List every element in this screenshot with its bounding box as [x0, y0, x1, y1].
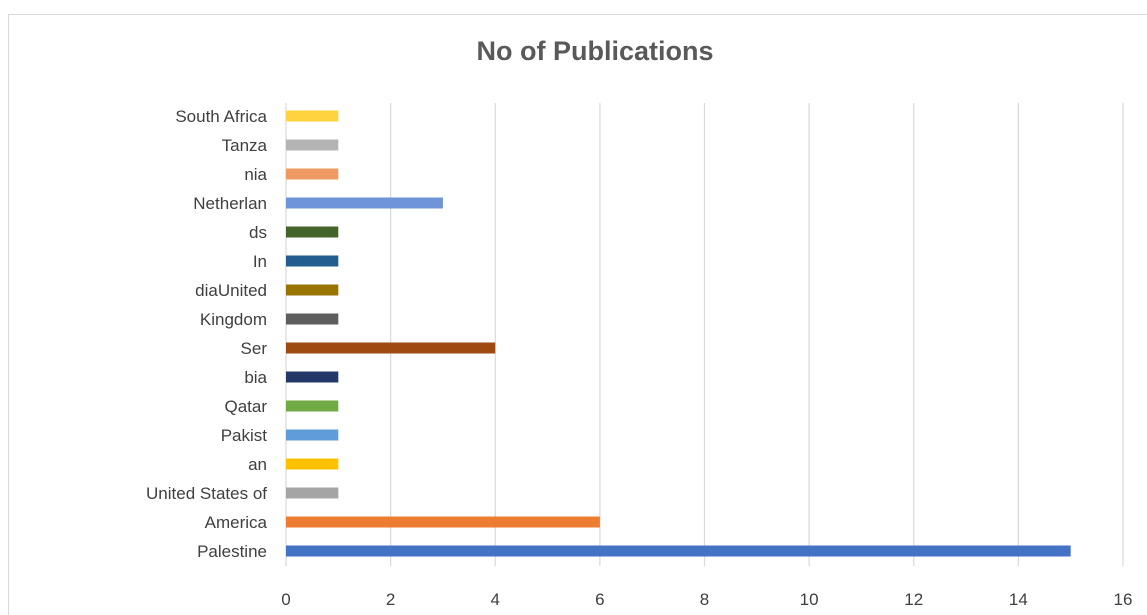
- category-label: bia: [244, 368, 267, 387]
- category-label: ds: [249, 223, 267, 242]
- gridlines: [285, 103, 1124, 566]
- bars: [286, 110, 1071, 557]
- bar: [286, 284, 339, 296]
- x-tick-label: 6: [595, 590, 604, 609]
- x-axis-ticks: 0 2 4 6 8 10 12 14 16: [281, 590, 1132, 609]
- x-tick-label: 2: [386, 590, 395, 609]
- bar: [286, 516, 600, 528]
- y-axis-labels: South Africa Tanza nia Netherlan ds In diaUnit…: [146, 107, 268, 561]
- category-label: Pakist: [221, 426, 268, 445]
- category-label: South Africa: [175, 107, 267, 126]
- x-tick-label: 10: [800, 590, 819, 609]
- chart-frame: [8, 14, 1147, 615]
- category-label: Netherlan: [193, 194, 267, 213]
- category-label: diaUnited: [195, 281, 267, 300]
- chart-title: No of Publications: [476, 36, 714, 66]
- bar: [286, 313, 339, 325]
- x-tick-label: 14: [1009, 590, 1028, 609]
- category-label: Palestine: [197, 542, 267, 561]
- bar: [286, 400, 339, 412]
- category-label: Tanza: [222, 136, 268, 155]
- x-tick-label: 8: [700, 590, 709, 609]
- bar: [286, 371, 339, 383]
- category-label: America: [205, 513, 268, 532]
- bar: [286, 139, 339, 151]
- category-label: Qatar: [224, 397, 267, 416]
- x-tick-label: 12: [904, 590, 923, 609]
- category-label: Ser: [241, 339, 268, 358]
- x-tick-label: 16: [1114, 590, 1133, 609]
- bar: [286, 545, 1071, 557]
- bar: [286, 168, 339, 180]
- bar: [286, 429, 339, 441]
- x-tick-label: 4: [491, 590, 500, 609]
- category-label: In: [253, 252, 267, 271]
- bar: [286, 197, 443, 209]
- category-label: nia: [244, 165, 267, 184]
- bar: [286, 226, 339, 238]
- bar: [286, 487, 339, 499]
- category-label: Kingdom: [200, 310, 267, 329]
- bar: [286, 458, 339, 470]
- bar: [286, 255, 339, 267]
- x-tick-label: 0: [281, 590, 290, 609]
- bar: [286, 110, 339, 122]
- category-label: an: [248, 455, 267, 474]
- bar: [286, 342, 496, 354]
- category-label: United States of: [146, 484, 267, 503]
